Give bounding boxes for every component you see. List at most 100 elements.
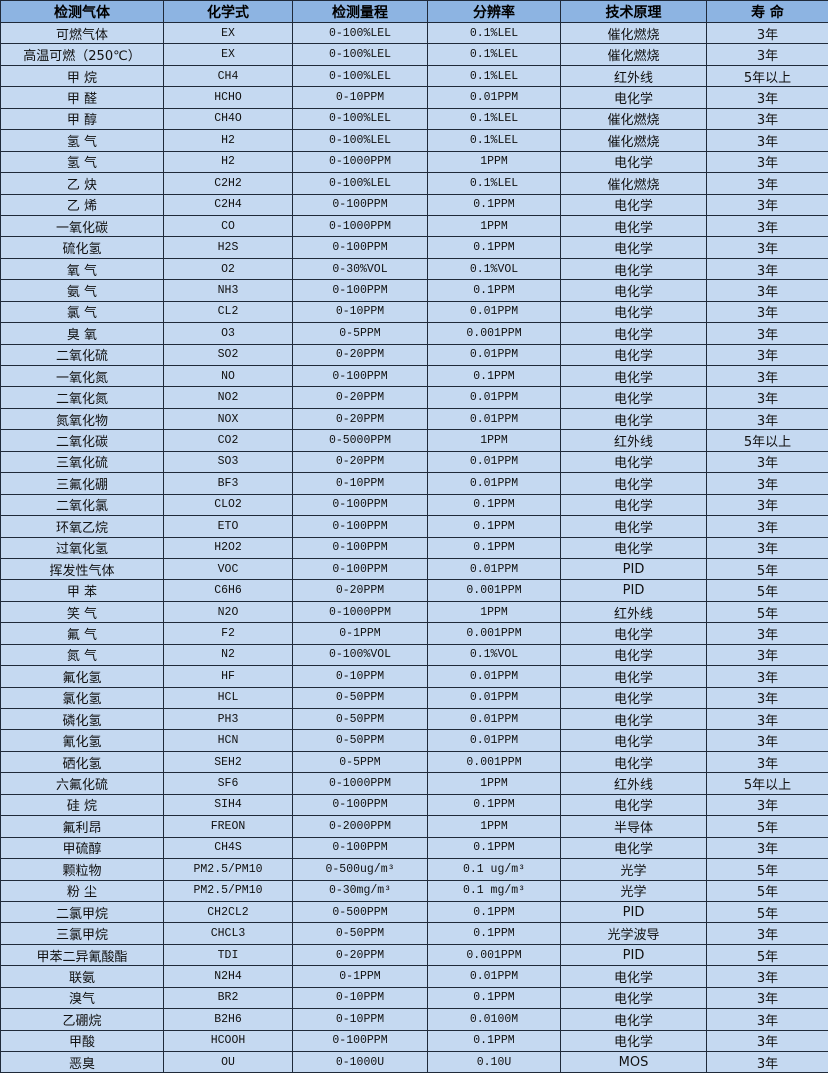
chemical-formula-cell: NO <box>163 364 293 388</box>
gas-name-cell: 二氧化硫 <box>0 343 164 367</box>
technical-principle-cell: 电化学 <box>560 686 707 710</box>
resolution-cell: 0.001PPM <box>427 579 561 602</box>
chemical-formula-cell: N2H4 <box>163 965 293 988</box>
gas-name-cell: 硫化氢 <box>0 236 164 259</box>
lifespan-cell: 3年 <box>706 729 828 752</box>
lifespan-cell: 5年以上 <box>706 429 828 452</box>
lifespan-cell: 3年 <box>706 107 828 131</box>
measuring-range-cell: 0-100PPM <box>292 836 428 860</box>
lifespan-cell: 5年 <box>706 879 828 902</box>
gas-name-cell: 乙 烯 <box>0 193 164 216</box>
gas-name-cell: 氰化氢 <box>0 729 164 752</box>
measuring-range-cell: 0-1000PPM <box>292 772 428 795</box>
table-row: 臭 氧 O3 0-5PPM 0.001PPM 电化学 3年 <box>0 322 828 345</box>
chemical-formula-cell: HCHO <box>163 86 293 109</box>
resolution-cell: 0.01PPM <box>427 707 561 731</box>
lifespan-cell: 3年 <box>706 386 828 409</box>
technical-principle-cell: 电化学 <box>560 386 707 409</box>
measuring-range-cell: 0-20PPM <box>292 407 428 431</box>
lifespan-cell: 5年 <box>706 943 828 967</box>
measuring-range-cell: 0-50PPM <box>292 729 428 752</box>
table-row: 氯 气 CL2 0-10PPM 0.01PPM 电化学 3年 <box>0 300 828 324</box>
chemical-formula-cell: PM2.5/PM10 <box>163 858 293 881</box>
chemical-formula-cell: SO2 <box>163 343 293 367</box>
gas-name-cell: 甲苯二异氰酸酯 <box>0 943 164 967</box>
chemical-formula-cell: O2 <box>163 257 293 281</box>
technical-principle-cell: 催化燃烧 <box>560 21 707 45</box>
lifespan-cell: 3年 <box>706 343 828 367</box>
resolution-cell: 0.1PPM <box>427 536 561 559</box>
gas-name-cell: 三氧化硫 <box>0 450 164 474</box>
table-row: 甲苯二异氰酸酯 TDI 0-20PPM 0.001PPM PID 5年 <box>0 943 828 967</box>
gas-name-cell: 氨 气 <box>0 279 164 302</box>
chemical-formula-cell: SF6 <box>163 772 293 795</box>
chemical-formula-cell: HCN <box>163 729 293 752</box>
chemical-formula-cell: HCOOH <box>163 1029 293 1053</box>
technical-principle-cell: 电化学 <box>560 1008 707 1031</box>
lifespan-cell: 5年 <box>706 579 828 602</box>
gas-name-cell: 乙 炔 <box>0 172 164 195</box>
gas-name-cell: 二氧化氯 <box>0 493 164 517</box>
lifespan-cell: 5年 <box>706 557 828 581</box>
chemical-formula-cell: CH4 <box>163 64 293 88</box>
lifespan-cell: 3年 <box>706 536 828 559</box>
resolution-cell: 0.01PPM <box>427 557 561 581</box>
technical-principle-cell: 电化学 <box>560 472 707 495</box>
measuring-range-cell: 0-5000PPM <box>292 429 428 452</box>
table-row: 甲 醇 CH4O 0-100%LEL 0.1%LEL 催化燃烧 3年 <box>0 107 828 131</box>
lifespan-cell: 5年以上 <box>706 64 828 88</box>
technical-principle-cell: 电化学 <box>560 407 707 431</box>
resolution-cell: 0.0100M <box>427 1008 561 1031</box>
chemical-formula-cell: OU <box>163 1050 293 1074</box>
table-row: 环氧乙烷 ETO 0-100PPM 0.1PPM 电化学 3年 <box>0 515 828 538</box>
table-row: 二氧化氮 NO2 0-20PPM 0.01PPM 电化学 3年 <box>0 386 828 409</box>
technical-principle-cell: 电化学 <box>560 986 707 1010</box>
lifespan-cell: 3年 <box>706 214 828 238</box>
table-row: 三氟化硼 BF3 0-10PPM 0.01PPM 电化学 3年 <box>0 472 828 495</box>
lifespan-cell: 3年 <box>706 1029 828 1053</box>
table-row: 乙 炔 C2H2 0-100%LEL 0.1%LEL 催化燃烧 3年 <box>0 172 828 195</box>
resolution-cell: 0.1PPM <box>427 493 561 517</box>
technical-principle-cell: 电化学 <box>560 364 707 388</box>
column-header-chemical-formula: 化学式 <box>163 0 293 23</box>
technical-principle-cell: 电化学 <box>560 515 707 538</box>
lifespan-cell: 3年 <box>706 193 828 216</box>
technical-principle-cell: 电化学 <box>560 643 707 667</box>
resolution-cell: 0.10U <box>427 1050 561 1074</box>
table-row: 二氯甲烷 CH2CL2 0-500PPM 0.1PPM PID 5年 <box>0 900 828 924</box>
lifespan-cell: 3年 <box>706 643 828 667</box>
gas-name-cell: 氟利昂 <box>0 815 164 838</box>
table-row: 氰化氢 HCN 0-50PPM 0.01PPM 电化学 3年 <box>0 729 828 752</box>
measuring-range-cell: 0-10PPM <box>292 665 428 688</box>
technical-principle-cell: 电化学 <box>560 536 707 559</box>
gas-name-cell: 一氧化氮 <box>0 364 164 388</box>
measuring-range-cell: 0-100PPM <box>292 557 428 581</box>
technical-principle-cell: 电化学 <box>560 1029 707 1053</box>
table-row: 甲酸 HCOOH 0-100PPM 0.1PPM 电化学 3年 <box>0 1029 828 1053</box>
chemical-formula-cell: FREON <box>163 815 293 838</box>
lifespan-cell: 3年 <box>706 86 828 109</box>
chemical-formula-cell: SIH4 <box>163 793 293 817</box>
chemical-formula-cell: BF3 <box>163 472 293 495</box>
measuring-range-cell: 0-100PPM <box>292 193 428 216</box>
resolution-cell: 1PPM <box>427 429 561 452</box>
resolution-cell: 0.001PPM <box>427 322 561 345</box>
gas-name-cell: 甲 醇 <box>0 107 164 131</box>
gas-name-cell: 氢 气 <box>0 150 164 174</box>
chemical-formula-cell: H2 <box>163 129 293 152</box>
table-row: 氢 气 H2 0-100%LEL 0.1%LEL 催化燃烧 3年 <box>0 129 828 152</box>
technical-principle-cell: 红外线 <box>560 600 707 624</box>
technical-principle-cell: 红外线 <box>560 64 707 88</box>
gas-name-cell: 可燃气体 <box>0 21 164 45</box>
technical-principle-cell: 电化学 <box>560 622 707 645</box>
measuring-range-cell: 0-10PPM <box>292 986 428 1010</box>
resolution-cell: 0.001PPM <box>427 750 561 774</box>
chemical-formula-cell: O3 <box>163 322 293 345</box>
gas-name-cell: 二氧化碳 <box>0 429 164 452</box>
resolution-cell: 0.001PPM <box>427 943 561 967</box>
resolution-cell: 0.1PPM <box>427 922 561 945</box>
measuring-range-cell: 0-100PPM <box>292 279 428 302</box>
gas-name-cell: 六氟化硫 <box>0 772 164 795</box>
gas-name-cell: 颗粒物 <box>0 858 164 881</box>
gas-name-cell: 甲 烷 <box>0 64 164 88</box>
